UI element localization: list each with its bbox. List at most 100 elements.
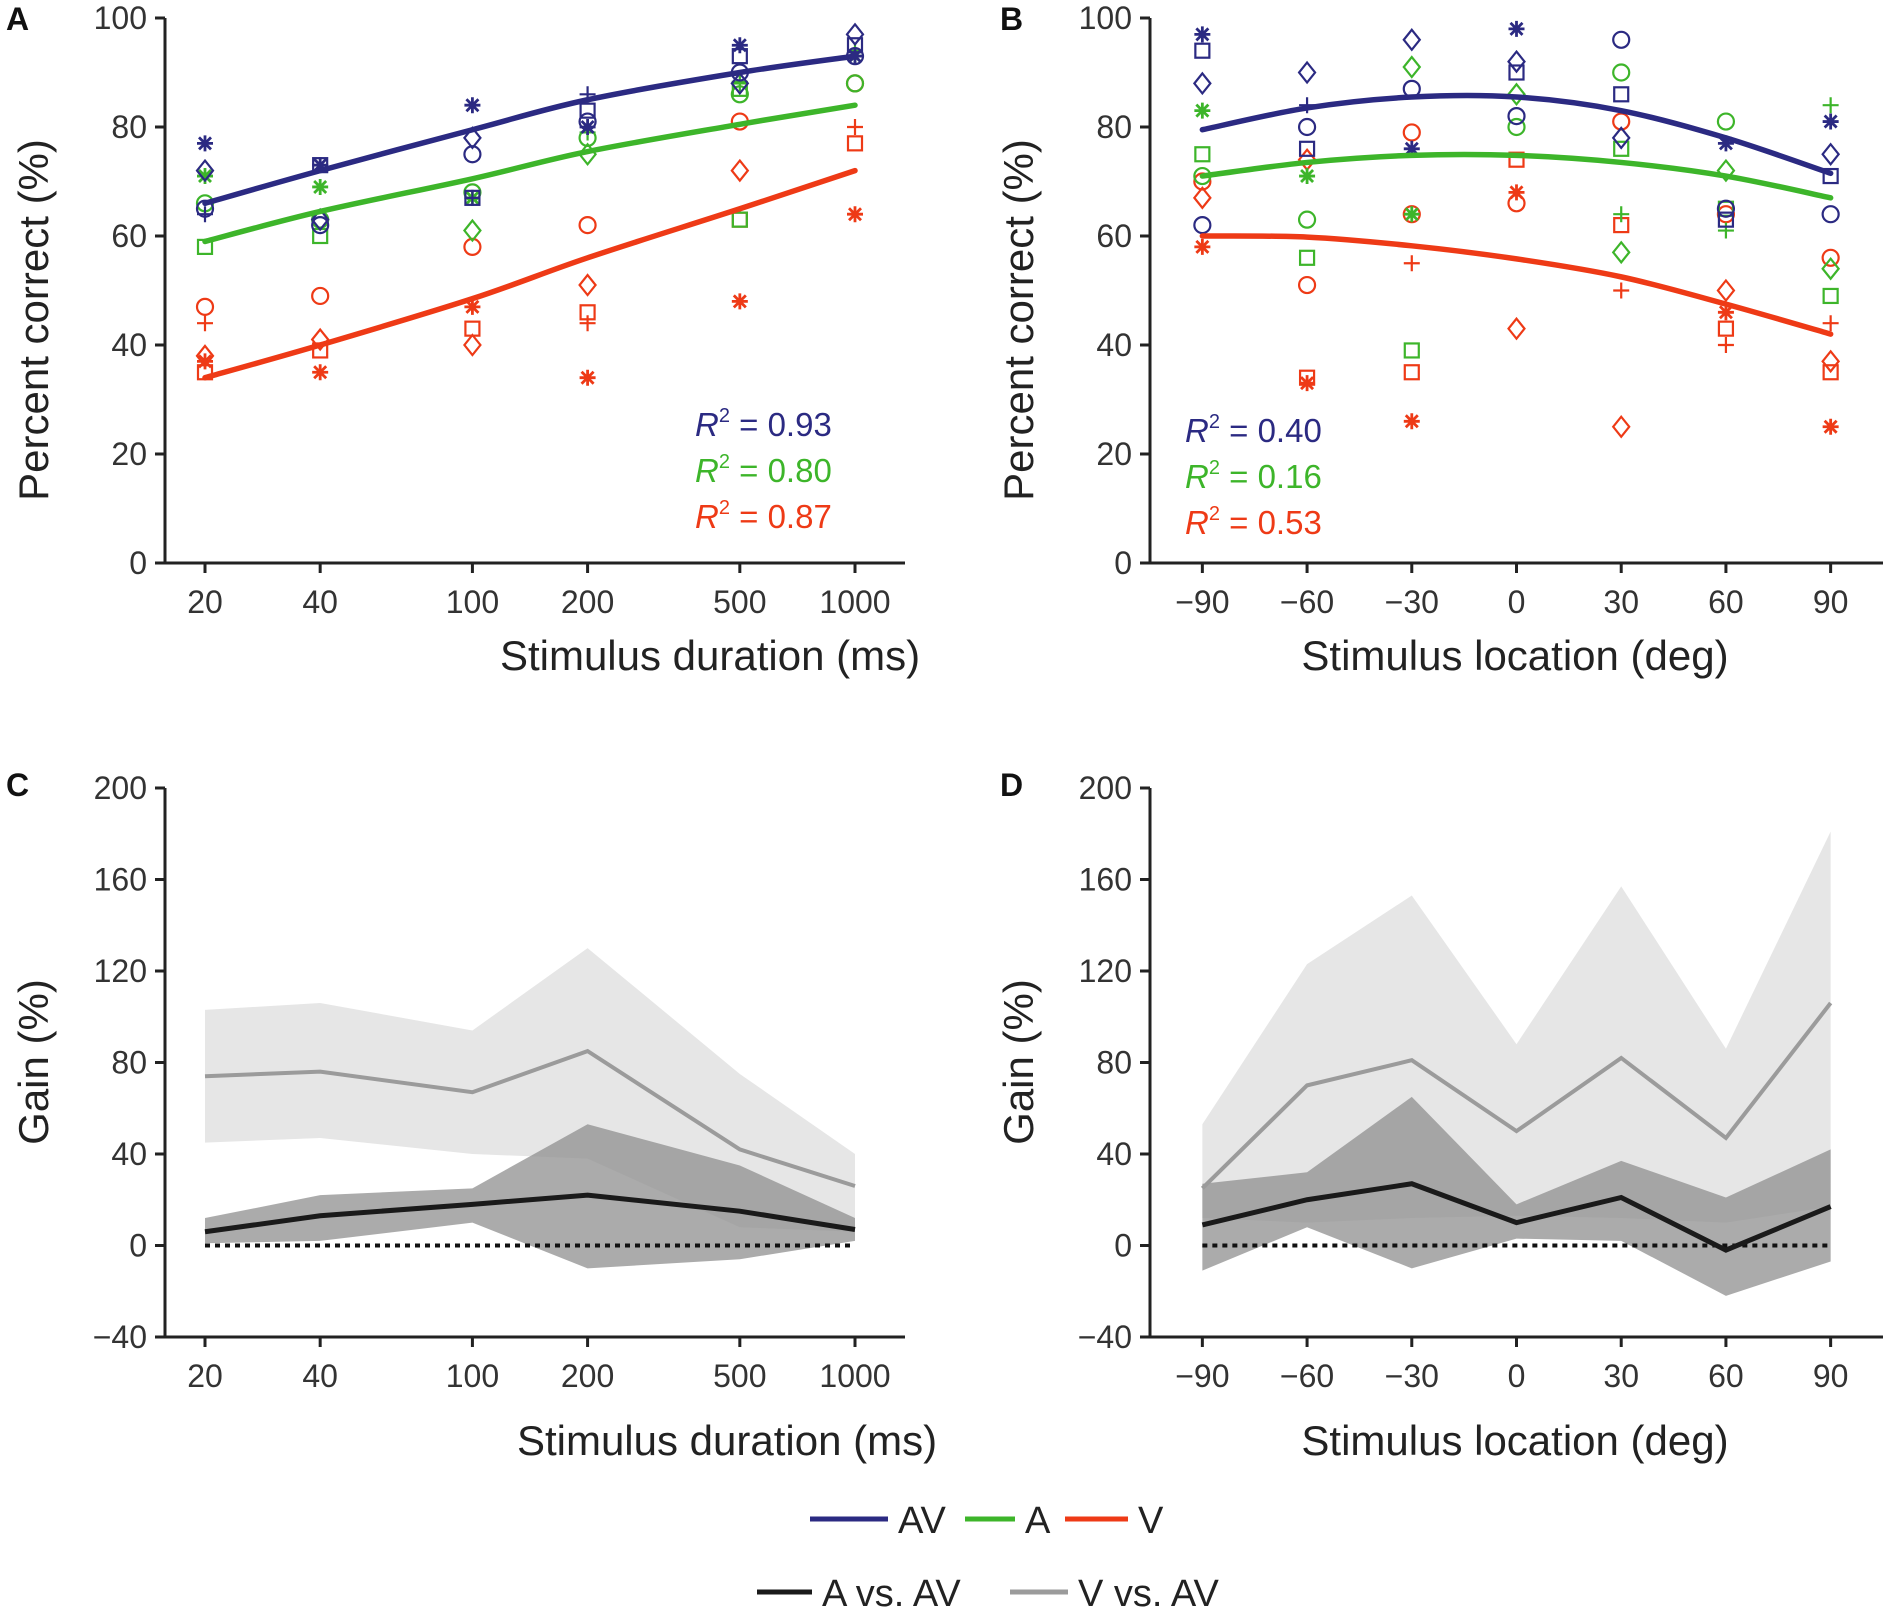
- marker-star: [579, 369, 596, 386]
- marker-circle: [1612, 63, 1631, 82]
- y-tick-label: 120: [1079, 953, 1132, 989]
- x-tick-label: 0: [1508, 1358, 1526, 1394]
- marker-plus: [1403, 255, 1420, 272]
- marker-star: [1822, 113, 1839, 130]
- fit-line-a: [202, 102, 858, 245]
- marker-circle: [1402, 123, 1421, 142]
- y-tick-label: 80: [1096, 109, 1132, 145]
- x-tick-label: 0: [1508, 584, 1526, 620]
- legend: AV A V A vs. AV V vs. AV: [757, 1500, 1219, 1608]
- marker-plus: [1822, 315, 1839, 332]
- y-tick-label: 0: [1114, 545, 1132, 581]
- marker-diamond: [1402, 28, 1422, 52]
- marker-diamond: [1507, 82, 1526, 107]
- marker-plus: [464, 189, 481, 206]
- y-tick-label: −40: [93, 1319, 147, 1355]
- r2-v: R2 = 0.87: [695, 497, 832, 535]
- y-tick-label: 100: [1079, 0, 1132, 36]
- panel-a-axes: 0 20 40 60 80 100 20 40 100 200 500 1000: [94, 0, 905, 620]
- marker-circle: [1507, 117, 1526, 137]
- fit-line-a: [1199, 151, 1834, 201]
- marker-square: [579, 102, 596, 119]
- marker-star: [312, 364, 329, 381]
- line-v-vs-av: [1200, 1001, 1833, 1190]
- x-tick-label: 40: [302, 584, 338, 620]
- marker-circle: [1297, 117, 1317, 137]
- marker-square: [731, 48, 748, 65]
- fit-line-v: [202, 167, 858, 381]
- marker-star: [1403, 413, 1420, 430]
- marker-diamond: [463, 333, 482, 357]
- panel-a: A Stimulus duration (ms) Percent correct…: [6, 1, 920, 679]
- marker-square: [1298, 249, 1316, 266]
- y-tick-label: 120: [94, 953, 147, 989]
- y-tick-label: 20: [111, 436, 147, 472]
- panel-b-ylabel: Percent correct (%): [995, 139, 1042, 501]
- y-tick-label: 200: [94, 770, 147, 806]
- marker-star: [1299, 168, 1316, 185]
- x-tick-label: 500: [713, 584, 766, 620]
- marker-star: [1299, 375, 1316, 392]
- line-a-vs-av: [1201, 1181, 1832, 1253]
- marker-diamond: [1507, 316, 1526, 341]
- x-tick-label: 500: [713, 1358, 766, 1394]
- marker-circle: [463, 145, 482, 164]
- legend-label-v-vs-av: V vs. AV: [1078, 1573, 1219, 1608]
- band-a-vs-av: [205, 1124, 855, 1269]
- marker-star: [312, 178, 329, 195]
- y-tick-label: 0: [129, 1228, 147, 1264]
- r2-v: R2 = 0.53: [1185, 503, 1322, 541]
- panel-b-xlabel: Stimulus location (deg): [1301, 632, 1728, 679]
- panel-b: B Stimulus location (deg) Percent correc…: [995, 1, 1729, 679]
- y-tick-label: 200: [1079, 770, 1132, 806]
- x-tick-label: 20: [187, 584, 223, 620]
- marker-circle: [311, 286, 330, 306]
- panel-a-markers: [195, 22, 865, 386]
- y-tick-label: 80: [111, 1045, 147, 1081]
- marker-diamond: [1297, 60, 1317, 85]
- marker-star: [1194, 238, 1211, 255]
- marker-star: [1194, 102, 1211, 119]
- band-v-vs-av: [1202, 831, 1831, 1223]
- marker-circle: [1821, 205, 1840, 224]
- marker-diamond: [1821, 349, 1841, 374]
- marker-star: [1403, 140, 1420, 157]
- x-tick-label: 1000: [819, 584, 890, 620]
- marker-circle: [1821, 248, 1840, 267]
- x-tick-label: −30: [1385, 584, 1439, 620]
- marker-square: [1613, 140, 1630, 157]
- x-tick-label: 100: [446, 1358, 499, 1394]
- marker-square: [1822, 287, 1839, 305]
- x-tick-label: −60: [1280, 1358, 1334, 1394]
- x-tick-label: −30: [1385, 1358, 1439, 1394]
- y-tick-label: 0: [129, 545, 147, 581]
- marker-star: [312, 157, 329, 174]
- x-tick-label: 60: [1708, 584, 1744, 620]
- r2-av: R2 = 0.40: [1185, 411, 1322, 449]
- marker-diamond: [1507, 49, 1526, 74]
- marker-diamond: [195, 158, 215, 183]
- marker-star: [464, 298, 481, 315]
- y-tick-label: 40: [111, 327, 147, 363]
- panel-c-axes: −40 0 40 80 120 160 200 20 40 100 200 500 1000: [93, 770, 905, 1394]
- marker-diamond: [1402, 55, 1422, 79]
- marker-plus: [847, 119, 863, 135]
- r2-av: R2 = 0.93: [695, 405, 832, 443]
- panel-c: C Stimulus duration (ms) Gain (%): [6, 767, 937, 1464]
- x-tick-label: 90: [1813, 584, 1849, 620]
- marker-diamond: [1821, 256, 1841, 281]
- marker-diamond: [1716, 278, 1736, 303]
- marker-square: [846, 135, 864, 152]
- panel-d-axes: −40 0 40 80 120 160 200 −90 −60 −30 0 30 60 90: [1078, 770, 1883, 1394]
- y-tick-label: 40: [111, 1136, 147, 1172]
- panel-a-xlabel: Stimulus duration (ms): [500, 632, 920, 679]
- panel-c-ylabel: Gain (%): [10, 979, 57, 1145]
- marker-star: [197, 168, 213, 185]
- x-tick-label: 30: [1603, 1358, 1639, 1394]
- panel-c-label: C: [6, 767, 29, 803]
- marker-circle: [1193, 216, 1212, 235]
- marker-square: [1613, 86, 1630, 103]
- marker-circle: [1716, 112, 1736, 131]
- marker-square: [1403, 364, 1420, 381]
- marker-diamond: [1192, 71, 1212, 96]
